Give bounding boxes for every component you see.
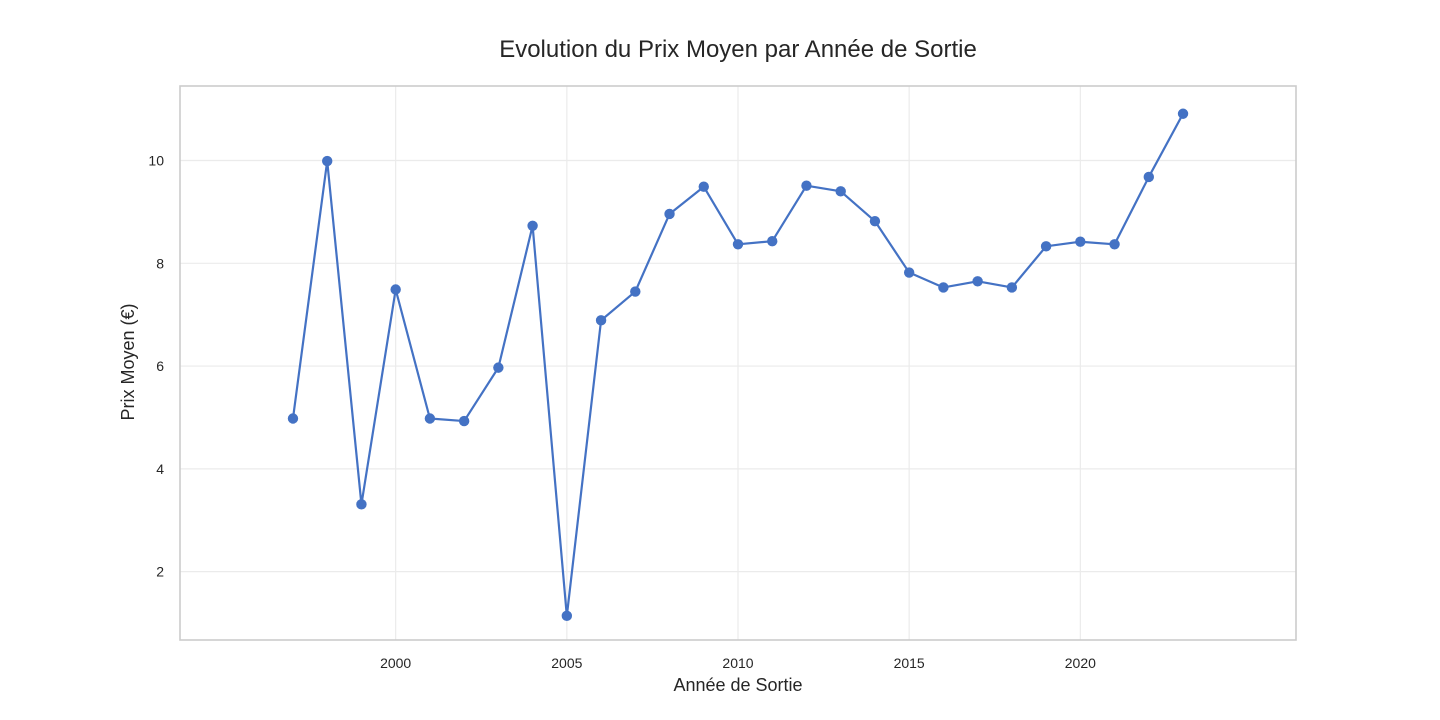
y-tick-label: 10	[148, 153, 164, 169]
x-axis-label: Année de Sortie	[673, 675, 803, 695]
data-point	[1177, 108, 1189, 119]
data-point	[801, 180, 812, 191]
data-point	[869, 215, 881, 227]
data-point	[903, 267, 915, 278]
series	[287, 108, 1189, 622]
tick-labels: 2000 2005 2010 2015 2020 2 4 6 8 10	[148, 153, 1096, 671]
x-tick-label: 2005	[551, 655, 582, 671]
plot-border	[179, 85, 1297, 641]
y-tick-label: 2	[156, 564, 164, 580]
x-tick-label: 2010	[722, 655, 753, 671]
data-point	[1040, 241, 1052, 252]
y-tick-label: 4	[156, 461, 164, 477]
data-point	[458, 415, 470, 427]
data-point	[287, 413, 299, 424]
data-point	[1143, 171, 1154, 183]
data-point	[732, 239, 744, 250]
data-point	[493, 362, 504, 373]
grid-lines	[180, 86, 1296, 640]
y-tick-label: 6	[156, 358, 164, 374]
chart-title: Evolution du Prix Moyen par Année de Sor…	[499, 36, 977, 63]
y-tick-label: 8	[156, 255, 164, 271]
data-point	[972, 276, 983, 287]
data-point	[1109, 239, 1120, 250]
data-point	[630, 286, 641, 297]
data-point	[767, 236, 778, 247]
x-tick-label: 2015	[894, 655, 925, 671]
data-point	[561, 610, 573, 622]
data-point	[356, 499, 367, 510]
y-axis-label: Prix Moyen (€)	[118, 303, 138, 421]
data-point	[322, 155, 333, 167]
data-point	[527, 220, 538, 231]
data-point	[938, 282, 949, 293]
data-point	[1006, 282, 1018, 293]
data-point	[390, 284, 401, 295]
data-point	[835, 186, 846, 197]
x-tick-label: 2020	[1065, 655, 1096, 671]
data-point	[595, 315, 607, 326]
data-point	[698, 181, 709, 192]
data-point	[664, 208, 675, 220]
x-tick-label: 2000	[380, 655, 411, 671]
data-point	[1075, 236, 1086, 247]
plot-frame	[179, 85, 1297, 641]
data-point	[424, 413, 436, 424]
